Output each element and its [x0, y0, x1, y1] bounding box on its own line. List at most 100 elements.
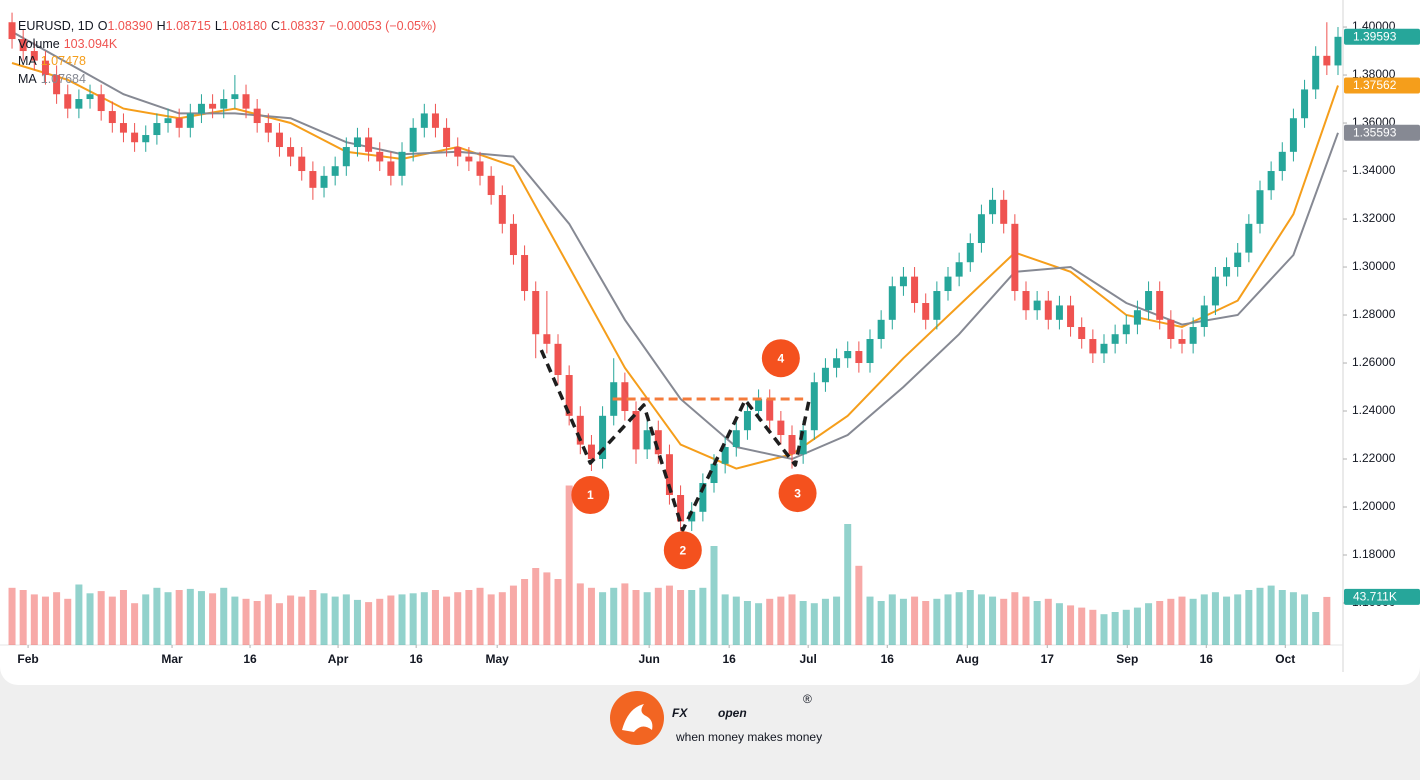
- x-tick-label: May: [486, 652, 510, 666]
- candle-body: [844, 351, 852, 359]
- candle-body: [1189, 327, 1197, 344]
- candle-body: [922, 303, 930, 320]
- volume-bar: [454, 592, 462, 645]
- volume-bar: [1055, 603, 1063, 645]
- ma-legend-value: 1.07478: [40, 54, 86, 68]
- volume-bar: [131, 603, 139, 645]
- candle-body: [86, 94, 94, 100]
- legend-row: EURUSD, 1D O1.08390 H1.08715 L1.08180 C1.083…: [18, 18, 440, 36]
- volume-bar: [53, 592, 61, 645]
- volume-bar: [431, 590, 439, 645]
- candle-body: [755, 399, 763, 412]
- volume-bar: [476, 587, 484, 645]
- volume-bar: [1323, 596, 1331, 645]
- volume-bar: [1044, 598, 1052, 645]
- candle-body: [1078, 327, 1086, 340]
- x-tick-label: Mar: [161, 652, 183, 666]
- candle-body: [108, 111, 116, 124]
- annotation-label: 1: [587, 488, 594, 502]
- candle-body: [944, 276, 952, 292]
- volume-bar: [1078, 607, 1086, 645]
- volume-bar: [989, 596, 997, 645]
- volume-bar: [610, 587, 618, 645]
- volume-bar: [1200, 594, 1208, 645]
- ohlc-value: 1.08180: [221, 19, 267, 33]
- moving-average-line: [11, 30, 1339, 461]
- tagline: when money makes money: [675, 730, 822, 744]
- candle-body: [654, 430, 662, 455]
- candle-body: [743, 411, 751, 431]
- brand-accent: open: [718, 706, 747, 720]
- candle-body: [1245, 223, 1253, 253]
- volume-bar: [799, 601, 807, 645]
- candle-body: [1145, 291, 1153, 311]
- x-tick-label: Jun: [638, 652, 659, 666]
- candle-body: [30, 51, 38, 61]
- volume-bar: [576, 583, 584, 645]
- candle-body: [1278, 151, 1286, 172]
- candle-body: [877, 319, 885, 340]
- candle-body: [443, 127, 451, 148]
- candle-body: [175, 118, 183, 128]
- volume-bar: [387, 595, 395, 645]
- candle-body: [487, 175, 495, 196]
- volume-bar: [1301, 594, 1309, 645]
- volume-bar: [1178, 596, 1186, 645]
- volume-bar: [1100, 614, 1108, 645]
- volume-bar: [209, 593, 217, 645]
- volume-bar: [532, 568, 540, 645]
- legend-row: Volume 103.094K: [18, 36, 440, 54]
- candle-body: [253, 108, 261, 124]
- candle-body: [1156, 291, 1164, 320]
- volume-bar: [1011, 592, 1019, 645]
- candle-body: [532, 291, 540, 335]
- x-tick-label: 16: [1200, 652, 1214, 666]
- candle-body: [41, 60, 49, 76]
- candle-body: [454, 147, 462, 157]
- candle-body: [933, 291, 941, 320]
- volume-bar: [810, 603, 818, 645]
- candle-body: [1312, 55, 1320, 90]
- candle-body: [231, 94, 239, 100]
- volume-bar: [665, 585, 673, 645]
- volume-bar: [409, 593, 417, 645]
- volume-bar: [977, 594, 985, 645]
- y-tick-label: 1.24000: [1352, 403, 1396, 417]
- volume-bar: [164, 592, 172, 645]
- volume-bar: [632, 590, 640, 645]
- volume-bar: [242, 598, 250, 645]
- symbol: EURUSD, 1D: [18, 19, 94, 33]
- volume-bar: [175, 590, 183, 645]
- volume-bar: [855, 565, 863, 645]
- candle-body: [799, 430, 807, 455]
- ohlc-label: O: [97, 19, 108, 33]
- candle-body: [1200, 305, 1208, 328]
- candle-body: [977, 214, 985, 244]
- candle-body: [431, 113, 439, 128]
- candle-body: [164, 118, 172, 124]
- volume-bar: [376, 598, 384, 645]
- candle-body: [554, 343, 562, 376]
- candle-body: [688, 511, 696, 522]
- candle-body: [866, 339, 874, 364]
- candle-body: [275, 132, 283, 148]
- volume-bar: [231, 596, 239, 645]
- candle-body: [1122, 324, 1130, 335]
- candle-body: [131, 132, 139, 143]
- candle-body: [833, 358, 841, 368]
- candle-body: [732, 430, 740, 448]
- volume-bar: [487, 594, 495, 645]
- volume-bar: [1133, 607, 1141, 645]
- volume-bar: [888, 594, 896, 645]
- logo-icon: [622, 704, 653, 732]
- candle-body: [665, 454, 673, 496]
- volume-bar: [788, 594, 796, 645]
- candle-body: [955, 262, 963, 277]
- volume-bar: [1312, 612, 1320, 645]
- y-tick-label: 1.32000: [1352, 211, 1396, 225]
- candle-body: [220, 99, 228, 109]
- price-tag-label: 1.35593: [1353, 125, 1397, 139]
- candle-body: [387, 161, 395, 176]
- moving-average-line: [11, 62, 1339, 470]
- candle-body: [643, 430, 651, 450]
